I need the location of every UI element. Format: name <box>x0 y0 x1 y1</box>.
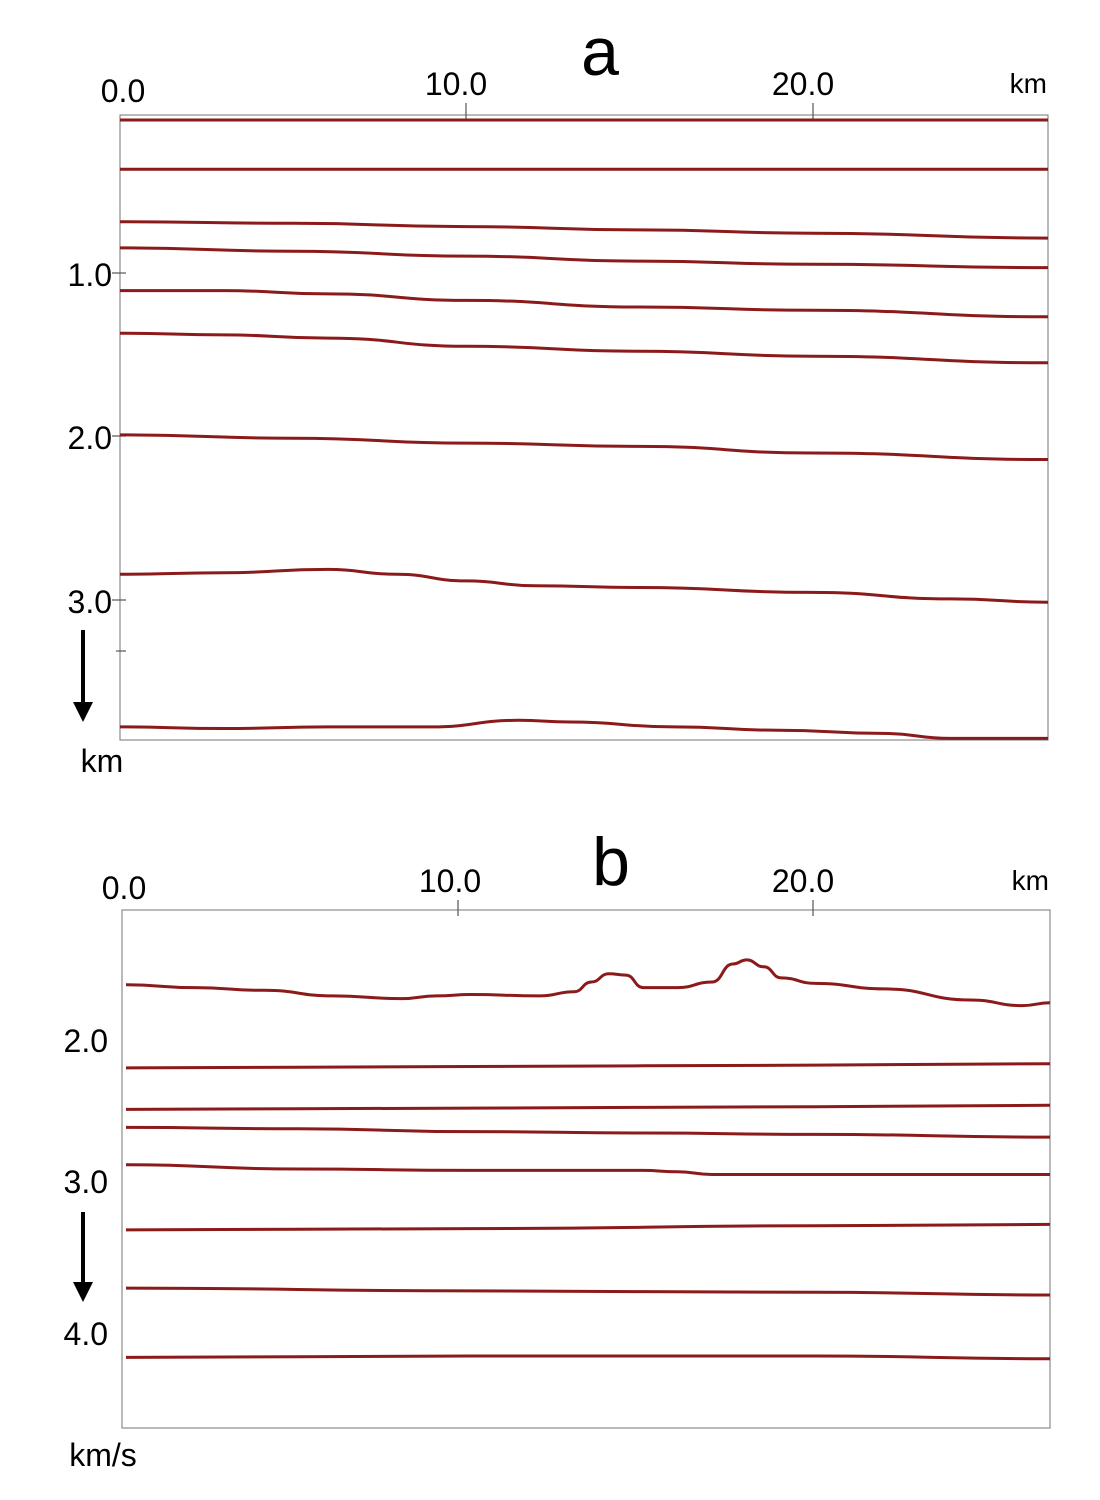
panel-b-line-8 <box>125 1354 1051 1361</box>
panel-a-y-tick-label-0: 1.0 <box>68 257 112 293</box>
panel-b-line-6 <box>125 1222 1051 1232</box>
panel-b-y-unit-label: km/s <box>69 1437 137 1473</box>
panel-b-line-1 <box>125 958 1051 1008</box>
panel-a-plot-frame <box>119 114 1049 741</box>
panel-a-line-5 <box>120 289 1049 319</box>
panel-b-y-tick-label-2: 4.0 <box>64 1316 108 1352</box>
panel-a-line-6 <box>119 331 1049 365</box>
panel-a-y-tick-label-1: 2.0 <box>68 420 112 456</box>
panel-b-line-7 <box>125 1286 1051 1297</box>
panel-a-y-tick-label-2: 3.0 <box>68 584 112 620</box>
panel-b-line-3 <box>125 1103 1051 1111</box>
panel-a-line-8 <box>119 567 1049 604</box>
panel-a-line-7 <box>119 433 1049 461</box>
panel-a: a 0.0 10.0 20.0 km 1.0 2.0 3.0 km <box>68 14 1049 779</box>
panel-a-line-9 <box>119 718 1048 740</box>
panel-a-y-unit-label: km <box>81 743 124 779</box>
panel-b-line-2 <box>125 1062 1051 1070</box>
panel-b-x-tick-label-2: 20.0 <box>772 863 834 899</box>
panel-a-down-arrow-icon <box>73 630 93 722</box>
panel-a-label: a <box>581 14 619 90</box>
panel-b-y-tick-label-0: 2.0 <box>64 1023 108 1059</box>
panel-b-x-tick-label-1: 10.0 <box>419 863 481 899</box>
panel-b-x-tick-label-0: 0.0 <box>102 870 146 906</box>
panel-a-x-unit-label: km <box>1010 68 1047 99</box>
panel-b: b 0.0 10.0 20.0 km 2.0 3.0 4.0 km/s <box>64 824 1051 1473</box>
panel-a-series-group <box>119 118 1049 740</box>
panel-a-x-tick-label-2: 20.0 <box>772 66 834 102</box>
panel-a-line-3 <box>119 220 1049 240</box>
panel-a-x-tick-label-0: 0.0 <box>101 73 145 109</box>
panel-a-x-tick-label-1: 10.0 <box>425 66 487 102</box>
panel-b-line-5 <box>125 1163 1050 1176</box>
panel-a-line-4 <box>119 246 1049 270</box>
panel-b-line-4 <box>125 1125 1051 1139</box>
panel-b-y-tick-label-1: 3.0 <box>64 1164 108 1200</box>
panel-b-series-group <box>125 958 1051 1361</box>
panel-b-label: b <box>592 824 630 900</box>
panel-b-down-arrow-icon <box>73 1212 93 1302</box>
panel-b-x-unit-label: km <box>1012 865 1049 896</box>
